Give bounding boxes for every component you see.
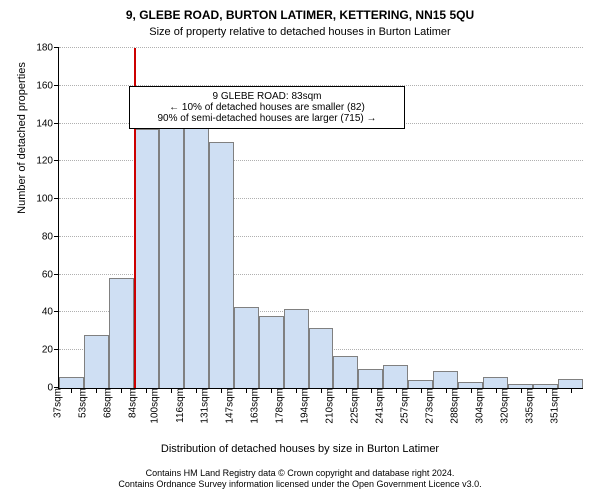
- y-axis-label: Number of detached properties: [16, 0, 28, 308]
- x-tick-label: 37sqm: [49, 388, 64, 418]
- bar: [383, 365, 408, 388]
- y-tick-mark: [54, 160, 59, 161]
- bar: [284, 309, 309, 388]
- bar: [209, 142, 234, 388]
- x-axis-label: Distribution of detached houses by size …: [0, 443, 600, 455]
- x-tick-label: 210sqm: [321, 388, 336, 424]
- x-tick-label: 225sqm: [346, 388, 361, 424]
- x-tick-mark: [121, 388, 122, 393]
- y-tick-mark: [54, 85, 59, 86]
- bar: [84, 335, 109, 388]
- page-subtitle: Size of property relative to detached ho…: [0, 26, 600, 38]
- y-tick-mark: [54, 274, 59, 275]
- x-tick-label: 241sqm: [371, 388, 386, 424]
- y-tick-mark: [54, 311, 59, 312]
- gridline: [59, 47, 583, 48]
- bar: [159, 127, 184, 388]
- annotation-box: 9 GLEBE ROAD: 83sqm ← 10% of detached ho…: [129, 86, 405, 129]
- y-tick-label: 60: [42, 269, 59, 280]
- y-tick-label: 20: [42, 345, 59, 356]
- bar: [558, 379, 583, 388]
- footer-line-2: Contains Ordnance Survey information lic…: [0, 479, 600, 490]
- bar: [483, 377, 508, 388]
- bar: [234, 307, 259, 388]
- x-tick-mark: [71, 388, 72, 393]
- footer: Contains HM Land Registry data © Crown c…: [0, 468, 600, 490]
- x-tick-mark: [96, 388, 97, 393]
- x-tick-label: 131sqm: [196, 388, 211, 424]
- y-tick-label: 40: [42, 307, 59, 318]
- x-tick-label: 257sqm: [396, 388, 411, 424]
- bar: [109, 278, 134, 388]
- x-tick-label: 100sqm: [146, 388, 161, 424]
- x-tick-label: 178sqm: [271, 388, 286, 424]
- x-tick-label: 163sqm: [246, 388, 261, 424]
- annotation-line-3: 90% of semi-detached houses are larger (…: [136, 113, 398, 124]
- y-tick-label: 120: [36, 156, 59, 167]
- y-tick-mark: [54, 123, 59, 124]
- page-title: 9, GLEBE ROAD, BURTON LATIMER, KETTERING…: [0, 8, 600, 22]
- bar: [358, 369, 383, 388]
- x-tick-label: 84sqm: [124, 388, 139, 418]
- y-tick-label: 100: [36, 194, 59, 205]
- y-tick-mark: [54, 47, 59, 48]
- bar: [333, 356, 358, 388]
- y-tick-mark: [54, 349, 59, 350]
- bar: [259, 316, 284, 388]
- y-tick-mark: [54, 236, 59, 237]
- x-tick-label: 288sqm: [445, 388, 460, 424]
- x-tick-label: 116sqm: [171, 388, 186, 423]
- y-tick-mark: [54, 198, 59, 199]
- x-tick-label: 351sqm: [545, 388, 560, 424]
- y-tick-label: 180: [36, 43, 59, 54]
- bar: [309, 328, 334, 388]
- bar: [134, 129, 159, 388]
- x-tick-label: 194sqm: [296, 388, 311, 424]
- footer-line-1: Contains HM Land Registry data © Crown c…: [0, 468, 600, 479]
- plot-area: 02040608010012014016018037sqm53sqm68sqm8…: [58, 48, 583, 389]
- x-tick-label: 304sqm: [470, 388, 485, 424]
- x-tick-label: 273sqm: [420, 388, 435, 424]
- annotation-line-2: ← 10% of detached houses are smaller (82…: [136, 102, 398, 113]
- x-tick-label: 320sqm: [495, 388, 510, 424]
- y-tick-label: 80: [42, 231, 59, 242]
- x-tick-label: 147sqm: [221, 388, 236, 424]
- x-tick-mark: [571, 388, 572, 393]
- annotation-line-1: 9 GLEBE ROAD: 83sqm: [136, 91, 398, 102]
- bar: [184, 116, 209, 388]
- x-tick-label: 53sqm: [74, 388, 89, 418]
- y-tick-label: 160: [36, 80, 59, 91]
- bar: [59, 377, 84, 388]
- y-tick-label: 140: [36, 118, 59, 129]
- bar: [433, 371, 458, 388]
- x-tick-label: 68sqm: [99, 388, 114, 418]
- x-tick-label: 335sqm: [520, 388, 535, 424]
- bar: [408, 380, 433, 388]
